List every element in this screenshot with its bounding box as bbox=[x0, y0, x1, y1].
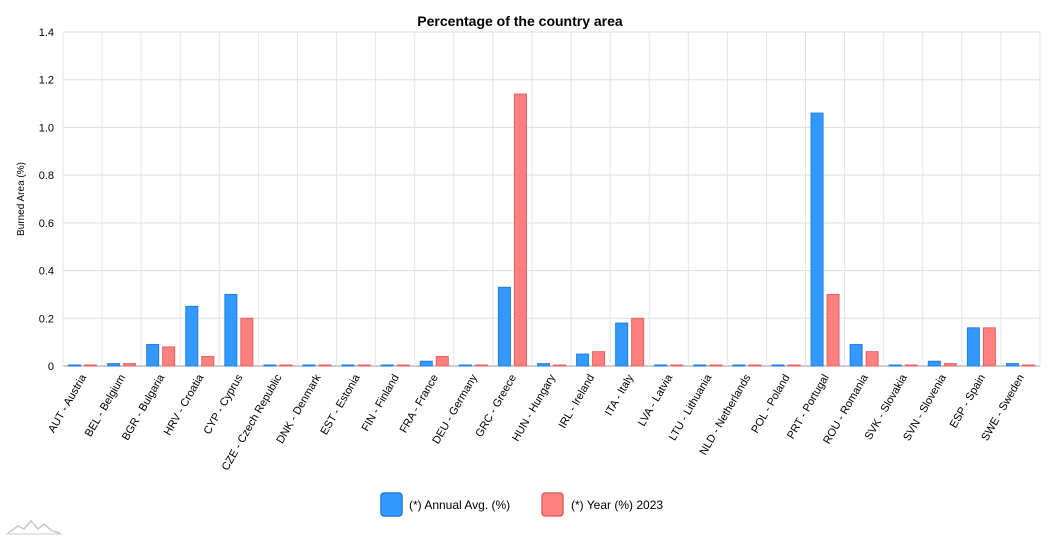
bar-year-2023 bbox=[318, 364, 332, 367]
x-tick-label: GRC - Greece bbox=[473, 373, 519, 440]
bar-annual-avg bbox=[497, 286, 511, 367]
bar-year-2023 bbox=[826, 293, 840, 367]
x-tick-label: ITA - Italy bbox=[603, 372, 636, 418]
x-tick-label: PRT - Portugal bbox=[785, 373, 832, 442]
y-tick-label: 0 bbox=[48, 361, 54, 373]
bar-year-2023 bbox=[904, 364, 918, 367]
logo-icon bbox=[6, 519, 62, 535]
bar-annual-avg bbox=[693, 364, 707, 367]
bar-annual-avg bbox=[927, 360, 941, 367]
chart-title: Percentage of the country area bbox=[417, 13, 623, 29]
x-tick-label: HRV - Croatia bbox=[162, 372, 207, 438]
x-tick-label: SWE - Sweden bbox=[979, 373, 1027, 444]
legend-label-year-2023: (*) Year (%) 2023 bbox=[571, 498, 663, 512]
x-tick-label: POL - Poland bbox=[749, 373, 792, 436]
bar-year-2023 bbox=[513, 93, 527, 367]
bar-annual-avg bbox=[185, 305, 199, 367]
bar-annual-avg bbox=[966, 327, 980, 367]
y-axis-label: Burned Area (%) bbox=[16, 162, 27, 236]
y-tick-label: 1.2 bbox=[39, 75, 54, 87]
y-tick-label: 1.4 bbox=[39, 27, 54, 39]
x-tick-label: FIN - Finland bbox=[360, 373, 402, 434]
bars bbox=[68, 93, 1035, 367]
bar-annual-avg bbox=[1005, 363, 1019, 367]
legend: (*) Annual Avg. (%) (*) Year (%) 2023 bbox=[380, 492, 663, 517]
bar-annual-avg bbox=[458, 364, 472, 367]
bar-annual-avg bbox=[263, 364, 277, 367]
bar-annual-avg bbox=[419, 360, 433, 367]
x-tick-label: HUN - Hungary bbox=[510, 372, 558, 444]
bar-year-2023 bbox=[162, 346, 176, 367]
bar-annual-avg bbox=[341, 364, 355, 367]
bar-year-2023 bbox=[709, 364, 723, 367]
bar-annual-avg bbox=[654, 364, 668, 367]
x-tick-label: IRL - Ireland bbox=[557, 373, 597, 431]
x-tick-label: SVN - Slovenia bbox=[901, 372, 949, 443]
bar-year-2023 bbox=[553, 364, 566, 367]
bar-year-2023 bbox=[982, 327, 996, 367]
x-tick-label: LVA - Latvia bbox=[636, 372, 676, 429]
x-tick-label: FRA - France bbox=[398, 373, 441, 436]
y-tick-label: 1.0 bbox=[39, 122, 54, 134]
bar-year-2023 bbox=[943, 363, 957, 367]
bar-year-2023 bbox=[84, 364, 98, 367]
bar-year-2023 bbox=[240, 317, 254, 367]
bar-year-2023 bbox=[201, 355, 215, 367]
bar-annual-avg bbox=[849, 344, 863, 367]
bar-annual-avg bbox=[146, 344, 160, 367]
bar-annual-avg bbox=[615, 322, 629, 367]
bar-annual-avg bbox=[302, 364, 316, 367]
legend-swatch-year-2023 bbox=[541, 492, 564, 517]
bar-annual-avg bbox=[771, 364, 785, 367]
y-axis-ticks: 0 0.2 0.4 0.6 0.8 1.0 1.2 1.4 bbox=[39, 27, 54, 373]
x-tick-label: AUT - Austria bbox=[46, 372, 89, 435]
bar-year-2023 bbox=[670, 364, 684, 367]
bar-year-2023 bbox=[279, 364, 293, 367]
y-tick-label: 0.4 bbox=[39, 266, 54, 278]
legend-label-annual-avg: (*) Annual Avg. (%) bbox=[409, 498, 510, 512]
y-tick-label: 0.8 bbox=[39, 170, 54, 182]
bar-year-2023 bbox=[1021, 364, 1035, 367]
bar-year-2023 bbox=[631, 317, 645, 367]
bar-annual-avg bbox=[537, 363, 550, 367]
bar-annual-avg bbox=[107, 363, 121, 367]
bar-annual-avg bbox=[380, 364, 394, 367]
bar-annual-avg bbox=[576, 353, 590, 367]
x-tick-label: CYP - Cyprus bbox=[202, 372, 246, 436]
bar-year-2023 bbox=[435, 355, 449, 367]
x-tick-label: SVK - Slovakia bbox=[863, 372, 911, 442]
bar-year-2023 bbox=[357, 364, 371, 367]
bar-annual-avg bbox=[224, 293, 238, 367]
y-tick-label: 0.2 bbox=[39, 313, 54, 325]
legend-swatch-annual-avg bbox=[380, 492, 403, 517]
bar-year-2023 bbox=[396, 364, 410, 367]
grid-lines bbox=[62, 31, 1041, 367]
bar-year-2023 bbox=[123, 363, 137, 367]
x-tick-label: EST - Estonia bbox=[318, 372, 363, 437]
bar-annual-avg bbox=[732, 364, 746, 367]
bar-year-2023 bbox=[592, 351, 606, 367]
bar-year-2023 bbox=[787, 364, 801, 367]
bar-annual-avg bbox=[68, 364, 82, 367]
y-tick-label: 0.6 bbox=[39, 218, 54, 230]
bar-annual-avg bbox=[810, 112, 824, 367]
bar-year-2023 bbox=[748, 364, 762, 367]
x-tick-label: BEL - Belgium bbox=[83, 373, 128, 440]
x-tick-label: ESP - Spain bbox=[948, 373, 988, 431]
bar-year-2023 bbox=[474, 364, 488, 367]
bar-year-2023 bbox=[865, 351, 879, 367]
bar-annual-avg bbox=[888, 364, 902, 367]
